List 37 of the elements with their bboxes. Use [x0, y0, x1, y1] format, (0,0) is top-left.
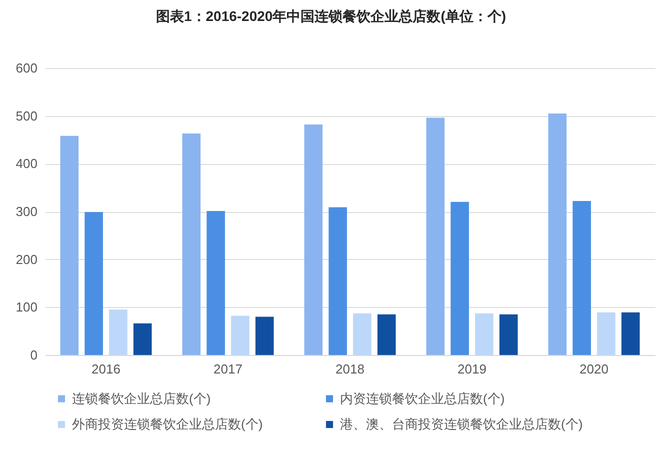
bar: [304, 124, 323, 355]
bar: [597, 312, 616, 355]
legend-label: 港、澳、台商投资连锁餐饮企业总店数(个): [340, 416, 583, 432]
bar: [499, 314, 518, 355]
y-tick-label: 200: [16, 252, 38, 267]
bar: [450, 202, 469, 355]
bar: [255, 316, 274, 355]
bar: [621, 312, 640, 355]
x-tick-label: 2018: [336, 362, 364, 376]
y-tick-label: 600: [16, 60, 38, 76]
bar: [231, 316, 250, 355]
x-tick-label: 2017: [214, 362, 242, 376]
y-tick-label: 0: [30, 348, 38, 362]
bar: [84, 212, 103, 355]
bar: [60, 136, 79, 355]
bar: [182, 134, 201, 355]
bar: [109, 310, 128, 355]
bar: [548, 113, 567, 355]
legend-label: 外商投资连锁餐饮企业总店数(个): [72, 416, 263, 432]
y-tick-label: 100: [16, 300, 38, 315]
chart-title: 图表1：2016-2020年中国连锁餐饮企业总店数(单位：个): [156, 8, 506, 24]
y-tick-label: 500: [16, 108, 38, 124]
bar: [328, 207, 347, 355]
bar: [475, 313, 494, 355]
bar: [206, 211, 225, 355]
legend-label: 连锁餐饮企业总店数(个): [72, 390, 211, 406]
x-tick-label: 2016: [92, 362, 120, 376]
bar: [572, 200, 591, 355]
legend-label: 内资连锁餐饮企业总店数(个): [340, 390, 505, 406]
bar: [377, 314, 396, 355]
x-tick-label: 2020: [580, 362, 608, 376]
bar: [353, 313, 372, 355]
y-tick-label: 300: [16, 204, 38, 219]
x-tick-label: 2019: [458, 362, 486, 376]
bar: [133, 323, 152, 355]
bar: [426, 118, 445, 355]
y-tick-label: 400: [16, 156, 38, 172]
